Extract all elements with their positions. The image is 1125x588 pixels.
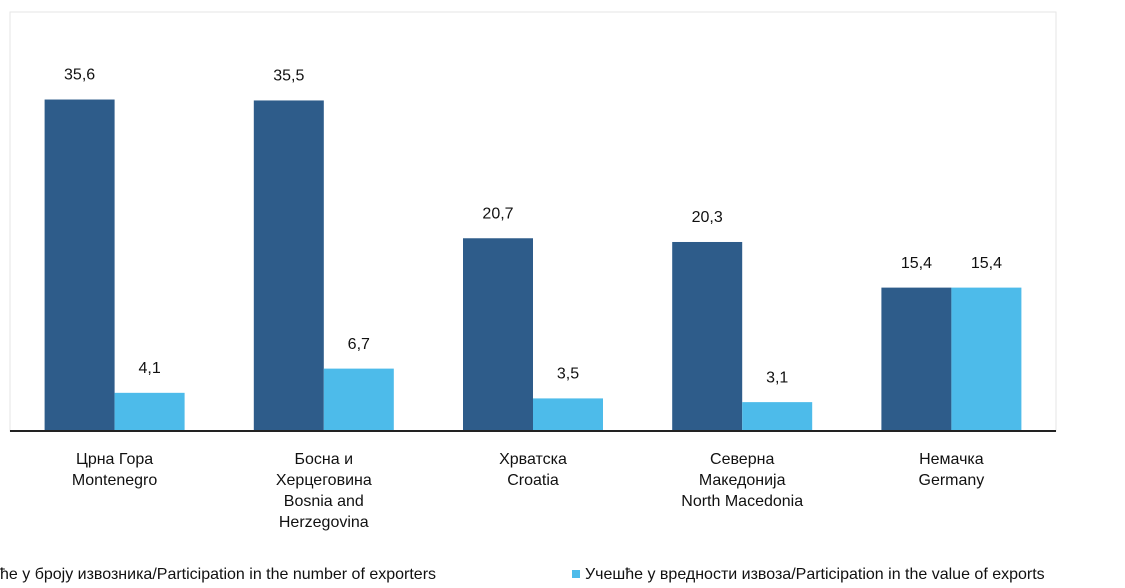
- bar: [114, 392, 185, 431]
- legend-label: Учешће у вредности извоза/Participation …: [585, 566, 1045, 583]
- x-tick-label: Croatia: [507, 472, 559, 489]
- bar: [323, 368, 394, 431]
- data-label: 3,5: [557, 366, 579, 383]
- x-tick-label: Хрватска: [499, 451, 567, 468]
- bar: [951, 287, 1022, 431]
- x-tick-label: Herzegovina: [279, 514, 369, 531]
- data-label: 35,6: [64, 67, 95, 84]
- x-tick-label: Montenegro: [72, 472, 157, 489]
- bar: [463, 238, 533, 431]
- x-tick-label: Македонија: [699, 472, 786, 489]
- bar: [533, 398, 603, 431]
- bar: [44, 99, 115, 431]
- bar: [672, 241, 743, 431]
- x-tick-label: Немачка: [919, 451, 984, 468]
- data-label: 15,4: [901, 255, 932, 272]
- legend-swatch: [572, 570, 580, 578]
- x-tick-label: Северна: [710, 451, 774, 468]
- x-tick-label: Херцеговина: [276, 472, 372, 489]
- legend-label: ће у броју извозника/Participation in th…: [0, 566, 436, 583]
- data-label: 4,1: [138, 360, 160, 377]
- bar: [742, 402, 813, 431]
- data-label: 20,3: [692, 209, 723, 226]
- data-label: 3,1: [766, 369, 788, 386]
- x-tick-label: Босна и: [295, 451, 354, 468]
- x-tick-label: Bosnia and: [284, 493, 364, 510]
- x-tick-label: North Macedonia: [681, 493, 803, 510]
- data-label: 20,7: [482, 205, 513, 222]
- data-label: 6,7: [348, 336, 370, 353]
- data-label: 35,5: [273, 68, 304, 85]
- x-tick-label: Црна Гора: [76, 451, 153, 468]
- bar: [881, 287, 952, 431]
- x-tick-label: Germany: [919, 472, 985, 489]
- bar: [253, 100, 324, 431]
- data-label: 15,4: [971, 255, 1002, 272]
